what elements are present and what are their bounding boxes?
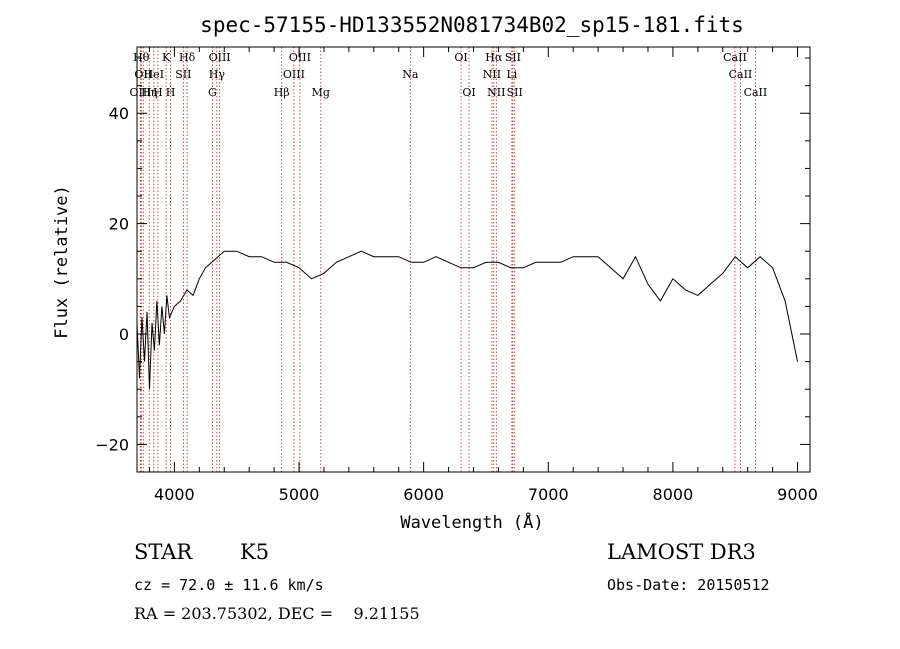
line-marker-label: Hθ	[133, 51, 150, 64]
x-tick-label: 6000	[403, 485, 444, 504]
line-marker-label: SII	[175, 68, 191, 81]
line-marker-label: NII	[487, 86, 505, 99]
line-marker-label: HeI	[144, 68, 164, 81]
line-marker-label: OIII	[209, 51, 231, 64]
line-marker-label: H	[153, 86, 163, 99]
y-tick-label: 0	[119, 325, 129, 344]
line-marker-label: Li	[506, 68, 517, 81]
line-marker-label: CaII	[729, 68, 753, 81]
line-marker-label: Hδ	[179, 51, 196, 64]
line-marker-label: CaII	[723, 51, 747, 64]
obs-date: Obs-Date: 20150512	[607, 576, 770, 594]
x-tick-label: 8000	[653, 485, 694, 504]
line-marker-label: OII	[134, 68, 152, 81]
line-marker-label: Hα	[485, 51, 503, 64]
line-marker-label: OI	[454, 51, 467, 64]
object-subclass: K5	[240, 540, 269, 564]
y-axis-ticks: −20 0 20 40	[95, 57, 810, 473]
line-marker-label: Na	[402, 68, 419, 81]
coordinates: RA = 203.75302, DEC = 9.21155	[134, 604, 420, 623]
line-marker-label: K	[162, 51, 171, 64]
y-tick-label: −20	[95, 435, 129, 454]
line-marker-label: H	[166, 86, 176, 99]
line-marker-label: Hη	[141, 86, 157, 99]
x-tick-label: 4000	[154, 485, 195, 504]
line-marker-label: OIII	[289, 51, 311, 64]
object-class: STAR	[134, 540, 193, 564]
line-marker-label: SII	[507, 86, 523, 99]
y-tick-label: 40	[109, 104, 129, 123]
line-marker-label: CaII	[744, 86, 768, 99]
survey-label: LAMOST DR3	[607, 540, 756, 564]
chart-title: spec-57155-HD133552N081734B02_sp15-181.f…	[200, 13, 744, 37]
x-axis-label: Wavelength (Å)	[400, 511, 543, 533]
plot-frame	[136, 46, 811, 473]
line-marker-label: G	[208, 86, 217, 99]
spectrum-line	[136, 250, 798, 390]
line-marker-label: SII	[505, 51, 521, 64]
line-marker-label: NII	[483, 68, 501, 81]
x-tick-label: 7000	[528, 485, 569, 504]
x-tick-label: 9000	[777, 485, 818, 504]
x-tick-label: 5000	[279, 485, 320, 504]
line-marker-labels: HθOIIOIIIHηHeIHKHSIIHδGHγOIIIHβOIIIOIIIM…	[129, 51, 767, 99]
y-axis-label: Flux (relative)	[52, 185, 72, 339]
line-marker-label: Hγ	[209, 68, 226, 81]
line-marker-label: Mg	[312, 86, 330, 99]
redshift-readout: cz = 72.0 ± 11.6 km/s	[134, 576, 324, 594]
line-marker-label: OIII	[129, 86, 151, 99]
line-marker-label: Hβ	[274, 86, 290, 99]
line-marker-label: OIII	[283, 68, 305, 81]
line-markers	[140, 47, 756, 472]
y-tick-label: 20	[109, 215, 129, 234]
x-axis-ticks: 4000 5000 6000 7000 8000 9000	[148, 47, 818, 504]
line-marker-label: OI	[462, 86, 475, 99]
